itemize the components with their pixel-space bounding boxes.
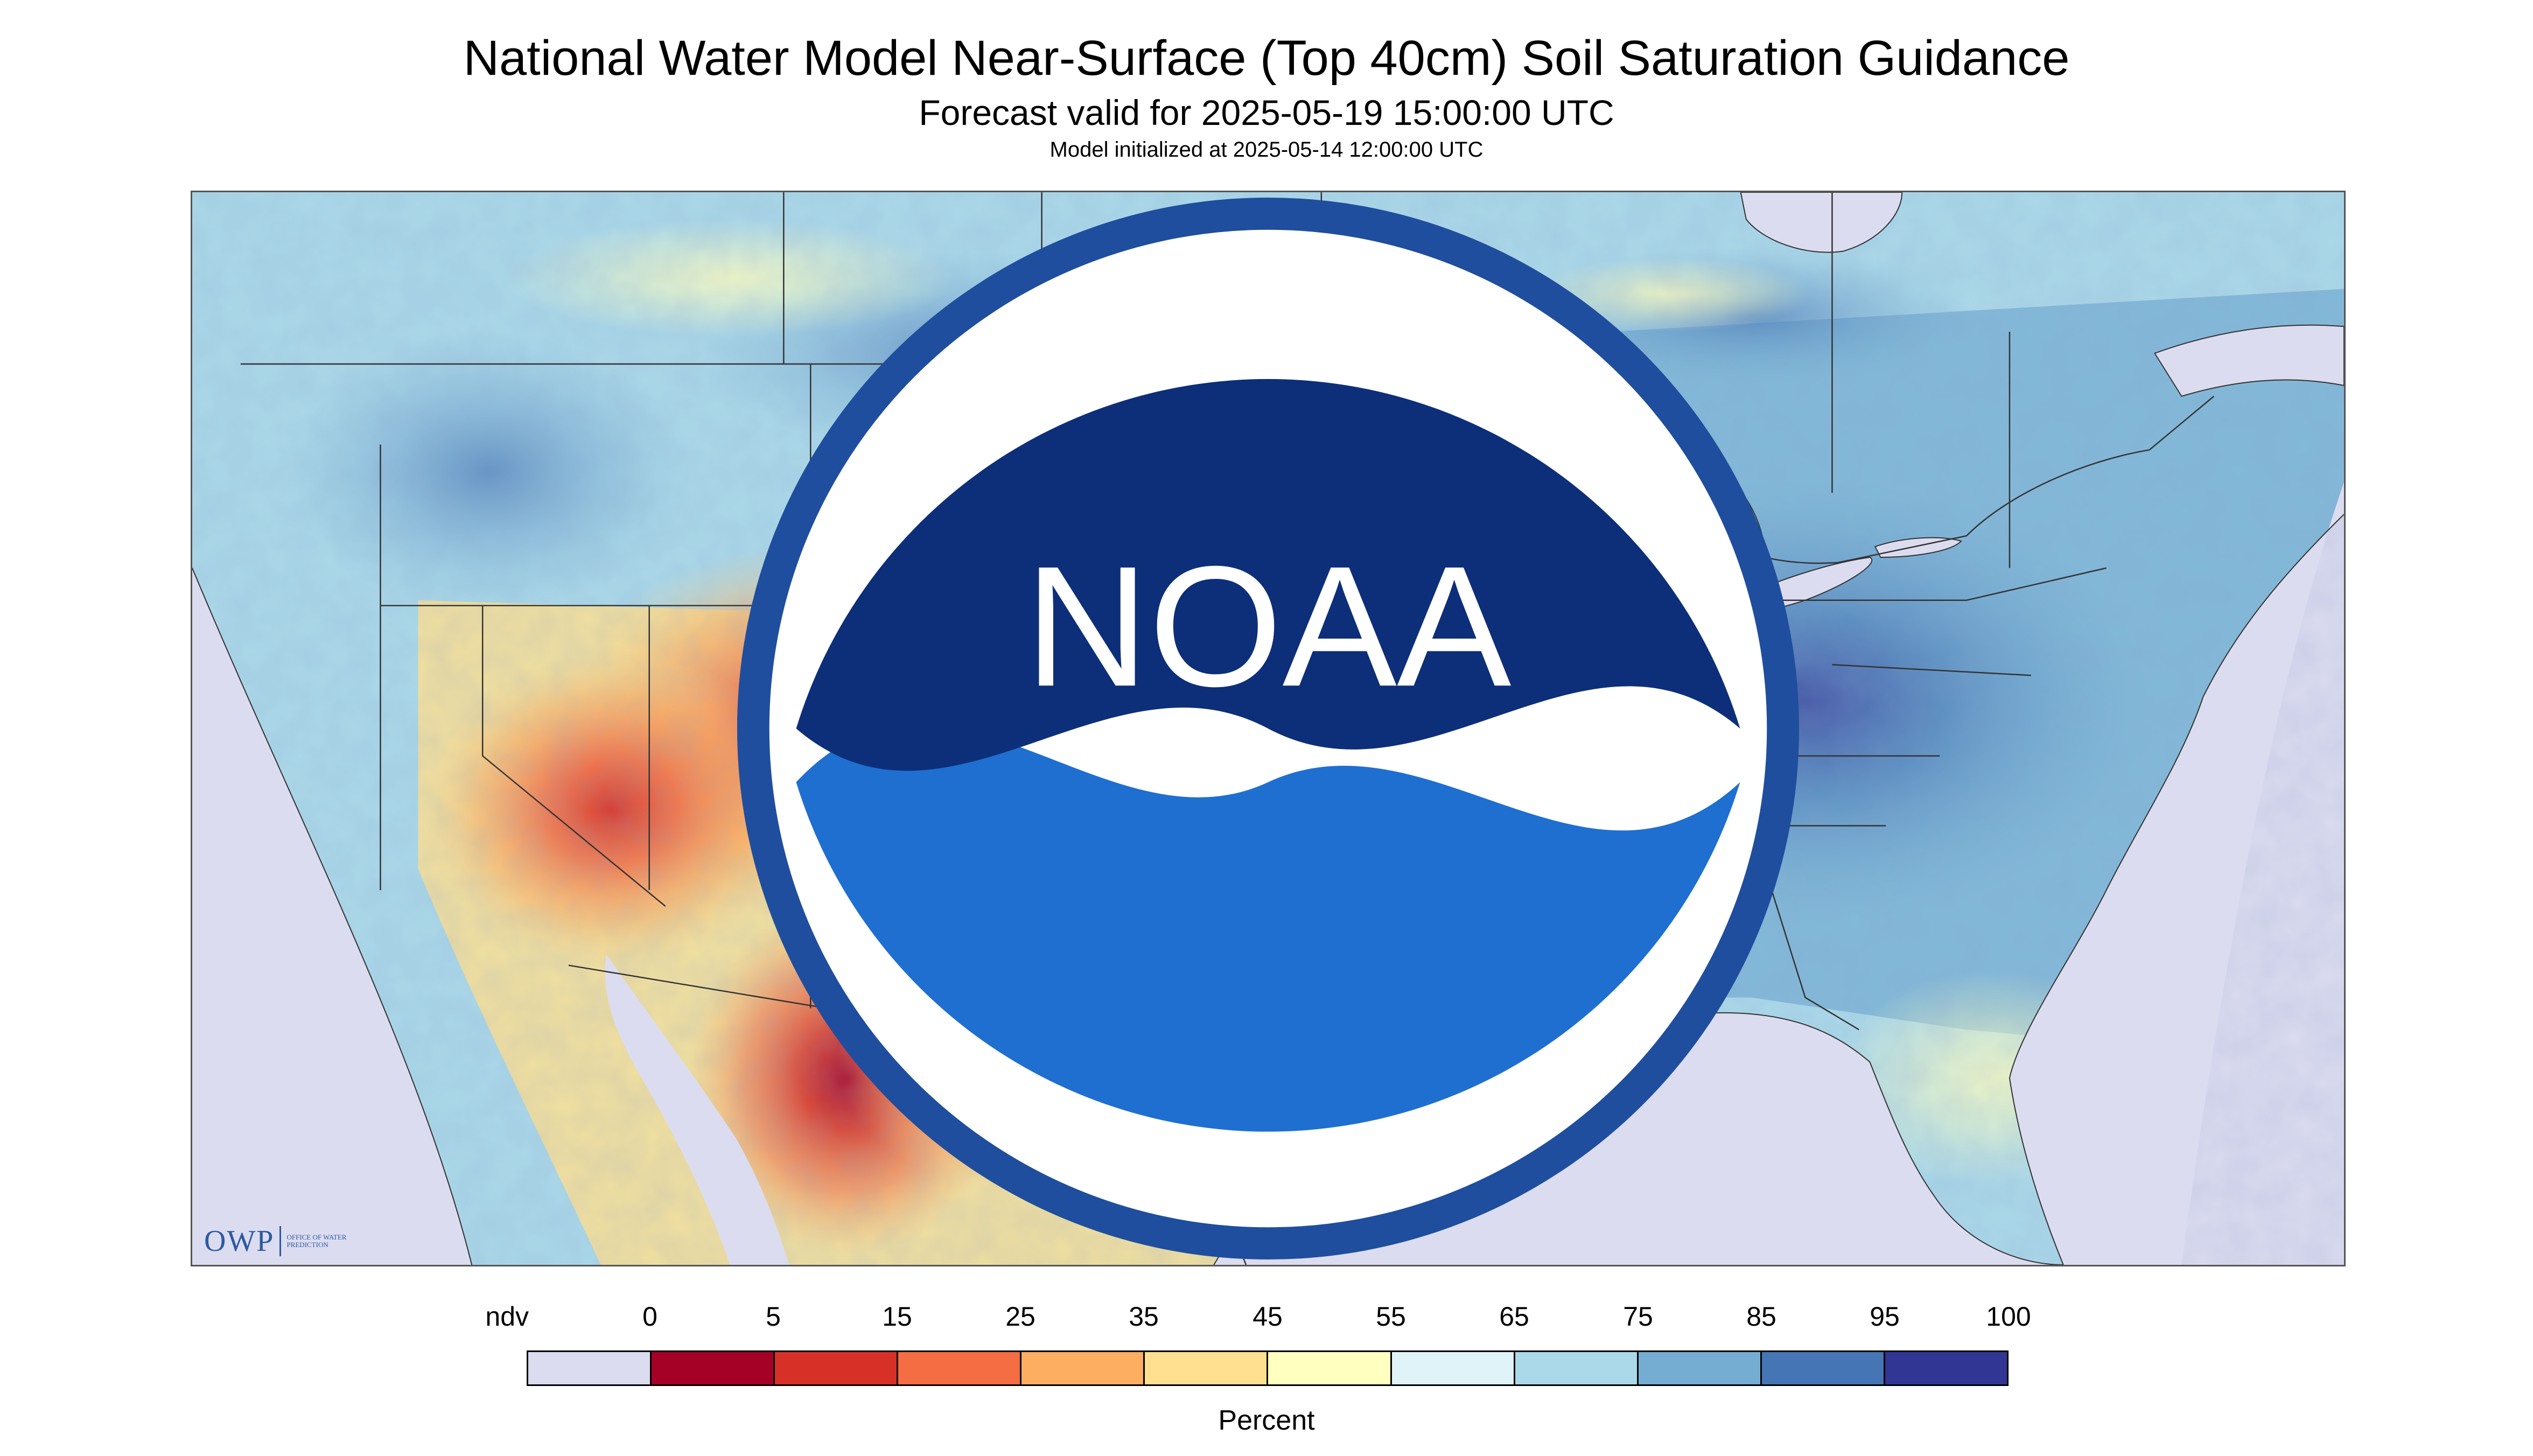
colorbar-tick-25: 25 (1005, 1301, 1035, 1332)
colorbar-tick-35: 35 (1129, 1301, 1159, 1332)
atlantic-ocean (2009, 482, 2344, 1265)
colorbar-segment-2 (775, 1352, 899, 1384)
soil-saturation-map: OWP OFFICE OF WATER PREDICTION NOAA (191, 191, 2346, 1266)
colorbar-segment-8 (1515, 1352, 1639, 1384)
gulf-of-st-lawrence (2154, 324, 2344, 397)
colorbar-units: Percent (1218, 1405, 1315, 1436)
colorbar-tick-5: 5 (766, 1301, 781, 1332)
noaa-logo: NOAA (737, 197, 1800, 1260)
pacific-coastline (192, 568, 473, 1265)
colorbar-segment-11 (1885, 1352, 2007, 1384)
owp-logo: OWP OFFICE OF WATER PREDICTION (204, 1224, 356, 1258)
colorbar-tick-ndv: ndv (485, 1301, 529, 1332)
pa-ny-line (1751, 567, 2107, 601)
owp-logo-subtext: OFFICE OF WATER PREDICTION (286, 1233, 347, 1249)
colorbar-tick-100: 100 (1986, 1301, 2031, 1332)
owp-logo-divider (279, 1226, 282, 1256)
map-title: National Water Model Near-Surface (Top 4… (463, 31, 2070, 86)
colorbar-tick-15: 15 (882, 1301, 912, 1332)
colorbar-tick-45: 45 (1252, 1301, 1283, 1332)
colorbar-segment-10 (1761, 1352, 1885, 1384)
colorbar-segment-6 (1268, 1352, 1392, 1384)
pacific-ocean (192, 568, 472, 1265)
gulf-of-california (605, 954, 789, 1265)
colorbar-segment-0 (528, 1352, 652, 1384)
colorbar-segment-1 (652, 1352, 775, 1384)
colorbar-segment-7 (1391, 1352, 1515, 1384)
hudson-bay-edge (1740, 192, 1903, 253)
forecast-valid-time: Forecast valid for 2025-05-19 15:00:00 U… (919, 93, 1614, 132)
colorbar-tick-85: 85 (1746, 1301, 1776, 1332)
colorbar (527, 1350, 2009, 1386)
model-init-time: Model initialized at 2025-05-14 12:00:00… (1049, 138, 1484, 162)
owp-logo-text: OWP (204, 1224, 275, 1258)
colorbar-tick-65: 65 (1499, 1301, 1529, 1332)
colorbar-tick-55: 55 (1376, 1301, 1406, 1332)
atlantic-coastline (2009, 514, 2344, 1265)
colorbar-tick-95: 95 (1870, 1301, 1900, 1332)
colorbar-segment-9 (1638, 1352, 1762, 1384)
lake-ontario (1874, 537, 1962, 558)
colorbar-segment-3 (898, 1352, 1022, 1384)
colorbar-segment-4 (1021, 1352, 1145, 1384)
colorbar-segment-5 (1145, 1352, 1269, 1384)
colorbar-tick-75: 75 (1623, 1301, 1653, 1332)
ca-nv-line (481, 605, 666, 907)
pa-md-line (1832, 664, 2031, 676)
noaa-logo-text: NOAA (1025, 530, 1512, 722)
colorbar-tick-0: 0 (642, 1301, 657, 1332)
